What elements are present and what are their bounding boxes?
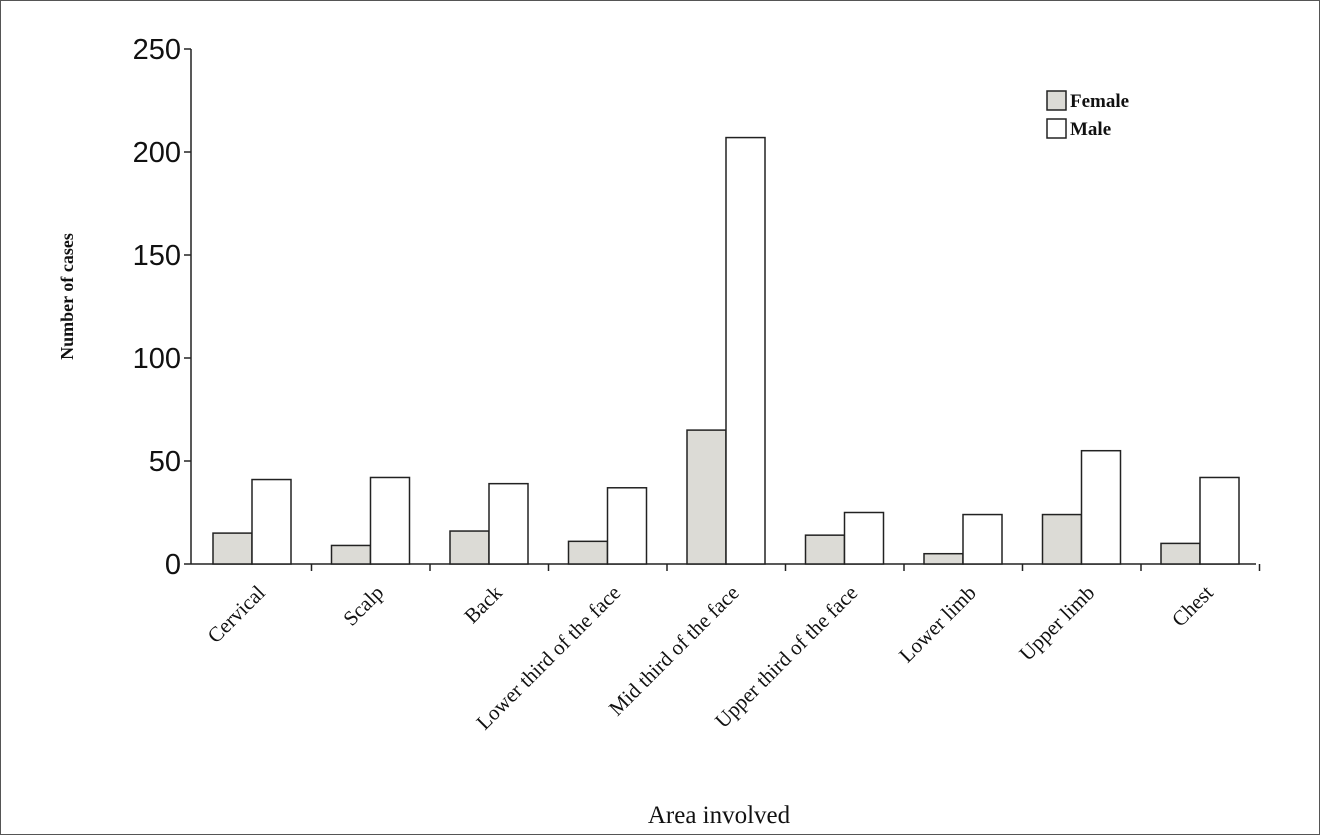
bar-male-8 <box>1199 476 1240 565</box>
y-tick-label: 250 <box>133 34 181 66</box>
y-tick-label: 150 <box>133 240 181 272</box>
bar-female-5 <box>804 534 846 565</box>
y-axis-title: Number of cases <box>57 233 77 360</box>
bar-male-7 <box>1080 449 1122 565</box>
bar-female-4 <box>686 429 727 565</box>
bar-female-2 <box>449 530 490 565</box>
y-tick-label: 200 <box>133 137 181 169</box>
x-tick-label: Mid third of the face <box>604 581 744 721</box>
legend-swatch-male <box>1046 118 1067 139</box>
bar-male-2 <box>488 482 529 565</box>
x-tick-label: Scalp <box>338 581 388 631</box>
bar-female-1 <box>330 544 372 565</box>
x-axis-title: Area involved <box>648 802 791 829</box>
bar-female-6 <box>923 552 964 565</box>
bar-male-5 <box>843 511 885 565</box>
legend-label-female: Female <box>1070 91 1129 112</box>
y-tick-label: 50 <box>149 446 181 478</box>
y-tick-label: 0 <box>165 549 181 581</box>
bar-female-3 <box>567 540 609 565</box>
bar-female-7 <box>1041 513 1083 565</box>
legend-label-male: Male <box>1070 119 1111 140</box>
x-tick-label: Chest <box>1167 580 1218 631</box>
bar-female-8 <box>1160 542 1201 565</box>
x-tick-label: Back <box>459 580 507 628</box>
x-tick-label: Lower limb <box>894 581 981 668</box>
y-tick-label: 100 <box>133 343 181 375</box>
bar-female-0 <box>212 532 253 565</box>
bar-male-0 <box>251 478 292 565</box>
bar-male-6 <box>962 513 1003 565</box>
bar-male-1 <box>369 476 411 565</box>
bar-male-3 <box>606 487 648 565</box>
x-tick-label: Cervical <box>203 580 270 647</box>
x-tick-label: Upper limb <box>1014 581 1099 666</box>
bar-male-4 <box>725 136 766 565</box>
legend-swatch-female <box>1046 90 1067 111</box>
